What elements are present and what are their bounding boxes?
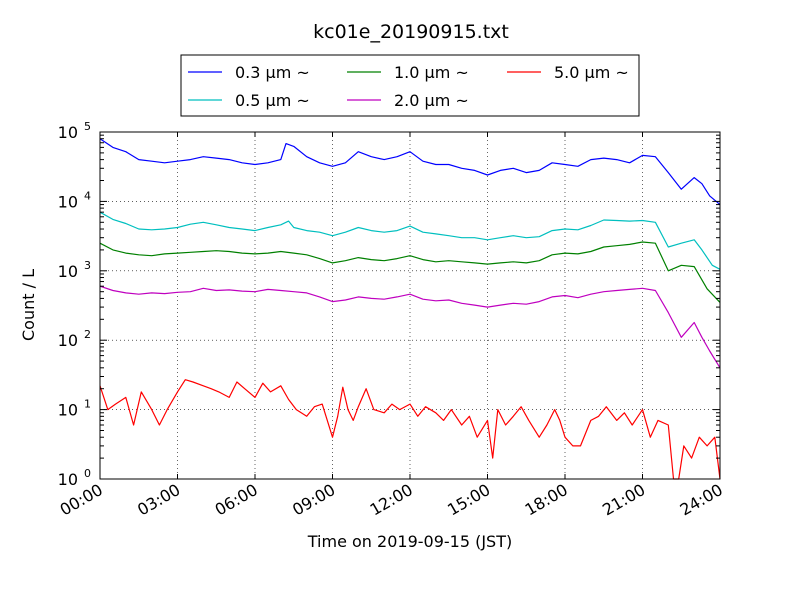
- legend-label-4: 5.0 μm ~: [554, 63, 629, 82]
- series-line-2: [99, 241, 721, 303]
- y-tick-exponent: 3: [84, 259, 91, 272]
- y-axis-ticks: 10 0 10 1 10 2 10 3 10 4 10 5: [58, 120, 720, 489]
- chart-title: kc01e_20190915.txt: [313, 21, 509, 43]
- y-tick-base: 10: [58, 470, 78, 489]
- series-line-0: [99, 138, 721, 206]
- grid-lines: [100, 132, 720, 479]
- y-tick-exponent: 1: [84, 398, 91, 411]
- y-tick-label: 10: [58, 123, 78, 142]
- y-tick-base: 10: [58, 262, 78, 281]
- legend-label-0: 0.3 μm ~: [235, 63, 310, 82]
- y-tick-exponent: 2: [84, 328, 91, 341]
- y-tick-label: 10: [58, 470, 78, 489]
- y-axis-label: Count / L: [19, 269, 38, 341]
- y-tick-label: 10: [58, 262, 78, 281]
- series-line-4: [99, 379, 721, 480]
- y-tick-exponent: 5: [84, 120, 91, 133]
- series-line-1: [99, 211, 721, 270]
- legend-frame: [180, 54, 640, 117]
- y-tick-base: 10: [58, 123, 78, 142]
- y-tick-exponent: 4: [84, 189, 91, 202]
- y-tick-base: 10: [58, 192, 78, 211]
- y-tick-base: 10: [58, 331, 78, 350]
- series-line-3: [99, 285, 721, 369]
- y-tick-base: 10: [58, 401, 78, 420]
- y-tick-label: 10: [58, 192, 78, 211]
- series-lines: [99, 138, 721, 480]
- legend-label-3: 2.0 μm ~: [394, 91, 469, 110]
- legend: 0.3 μm ~ 0.5 μm ~ 1.0 μm ~ 2.0 μm ~ 5.0 μm ~: [180, 54, 640, 117]
- y-tick-label: 10: [58, 401, 78, 420]
- x-axis-label: Time on 2019-09-15 (JST): [307, 532, 512, 551]
- y-tick-exponent: 0: [84, 467, 91, 480]
- y-tick-label: 10: [58, 331, 78, 350]
- legend-label-1: 0.5 μm ~: [235, 91, 310, 110]
- legend-label-2: 1.0 μm ~: [394, 63, 469, 82]
